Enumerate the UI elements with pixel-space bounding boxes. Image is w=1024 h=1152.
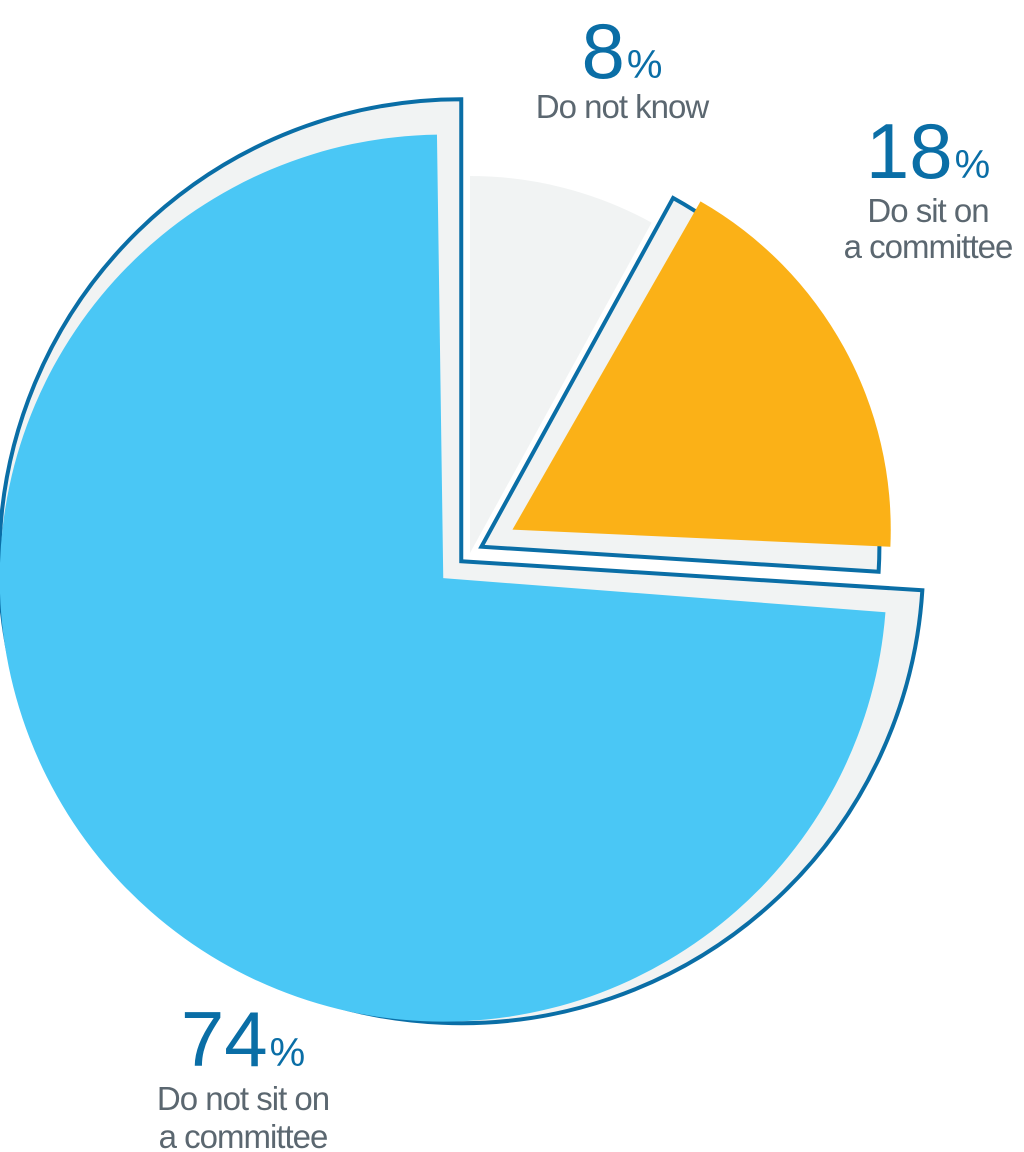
percent-value: 74 xyxy=(181,995,268,1083)
percent-label: 18% xyxy=(866,107,990,195)
slice-label-2: 18%Do sit ona committee xyxy=(844,107,1014,265)
pie-slice-fill xyxy=(512,201,891,547)
percent-sign: % xyxy=(627,43,663,87)
category-label-line: a committee xyxy=(159,1118,328,1152)
pie-slice-1 xyxy=(470,176,652,553)
slice-label-3: 74%Do not sit ona committee xyxy=(157,995,330,1152)
pie-slice-fill xyxy=(0,134,886,1022)
category-label-line: Do not know xyxy=(536,88,710,125)
category-label-line: Do sit on xyxy=(867,192,988,229)
pie-slice-3 xyxy=(0,97,925,1026)
percent-sign: % xyxy=(955,143,991,187)
category-label-line: Do not sit on xyxy=(157,1080,329,1117)
percent-label: 74% xyxy=(181,995,305,1083)
percent-label: 8% xyxy=(582,7,663,95)
percent-value: 8 xyxy=(582,7,625,95)
percent-sign: % xyxy=(270,1031,306,1075)
pie-slice-2 xyxy=(478,195,891,574)
percent-value: 18 xyxy=(866,107,953,195)
slice-label-1: 8%Do not know xyxy=(536,7,711,125)
pie-slices xyxy=(0,97,925,1026)
category-label-line: a committee xyxy=(844,228,1013,265)
pie-slice-fill xyxy=(470,176,652,553)
